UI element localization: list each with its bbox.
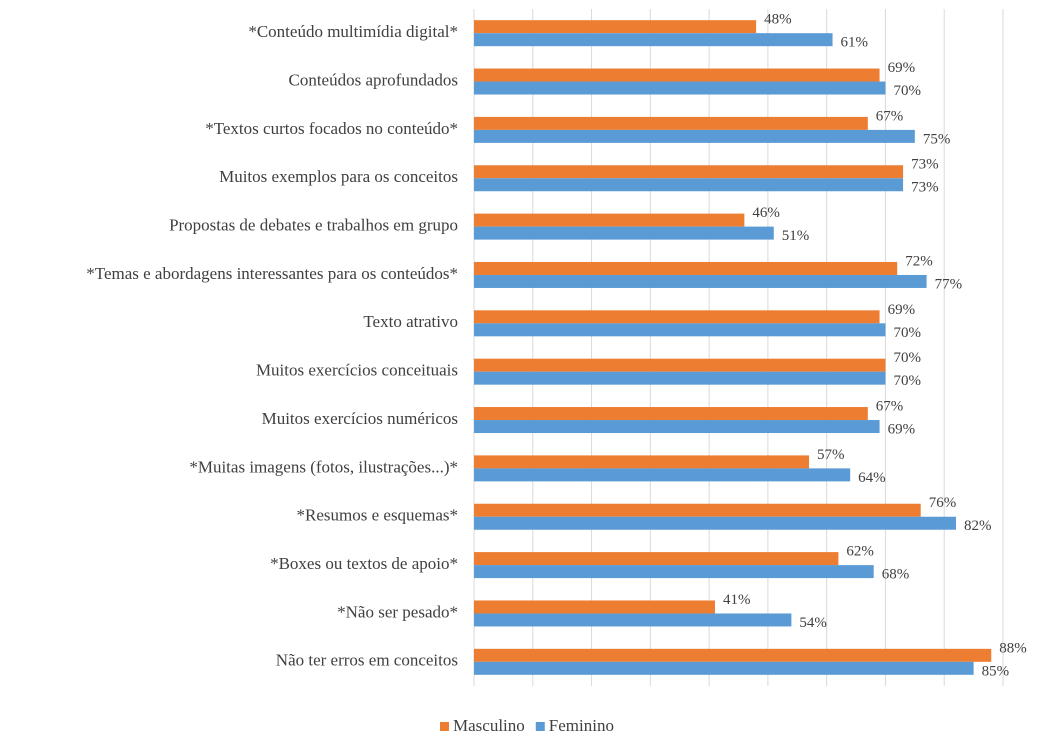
value-label: 70% — [893, 325, 921, 341]
bar — [474, 226, 774, 240]
category-label: *Muitas imagens (fotos, ilustrações...)* — [189, 457, 458, 476]
value-label: 69% — [888, 60, 916, 76]
value-label: 69% — [888, 421, 916, 437]
value-label: 73% — [911, 157, 939, 173]
bar — [474, 274, 927, 288]
value-label: 76% — [929, 495, 957, 511]
category-label: Muitos exemplos para os conceitos — [219, 167, 458, 186]
legend-swatch — [535, 722, 545, 731]
value-label: 41% — [723, 592, 751, 608]
category-label: *Conteúdo multimídia digital* — [248, 22, 458, 41]
value-label: 85% — [982, 663, 1010, 679]
value-label: 48% — [764, 12, 792, 28]
bar — [474, 407, 868, 421]
value-label: 69% — [888, 302, 916, 318]
bar — [474, 565, 874, 579]
category-label: Texto atrativo — [363, 312, 458, 331]
category-label: *Boxes ou textos de apoio* — [270, 554, 458, 573]
bar — [474, 468, 851, 482]
bar — [474, 648, 992, 662]
value-label: 70% — [893, 373, 921, 389]
bar — [474, 323, 886, 337]
value-label: 68% — [882, 567, 910, 583]
bar — [474, 20, 757, 34]
category-label: Não ter erros em conceitos — [276, 651, 458, 670]
bar — [474, 358, 886, 372]
bar — [474, 213, 745, 227]
bar — [474, 600, 715, 614]
value-label: 51% — [782, 228, 810, 244]
bar — [474, 116, 868, 130]
category-label: Propostas de debates e trabalhos em grup… — [169, 216, 458, 235]
bar — [474, 661, 974, 675]
bar — [474, 165, 904, 179]
value-label: 75% — [923, 131, 951, 147]
value-label: 61% — [841, 35, 869, 51]
value-label: 57% — [817, 447, 845, 463]
category-label: *Resumos e esquemas* — [297, 506, 458, 525]
bar — [474, 455, 810, 469]
bar — [474, 261, 898, 275]
value-label: 88% — [999, 640, 1026, 656]
value-label: 46% — [752, 205, 780, 221]
legend-swatch — [440, 722, 449, 731]
legend-label: Feminino — [549, 716, 614, 735]
bar — [474, 516, 956, 530]
category-label: *Textos curtos focados no conteúdo* — [205, 119, 458, 138]
value-label: 67% — [876, 108, 904, 124]
category-label: Conteúdos aprofundados — [288, 70, 458, 89]
value-label: 54% — [799, 615, 827, 631]
bar — [474, 81, 886, 95]
bar — [474, 503, 921, 517]
category-label: *Não ser pesado* — [337, 602, 458, 621]
value-label: 62% — [846, 544, 874, 560]
bar — [474, 420, 880, 434]
value-label: 82% — [964, 518, 992, 534]
bar — [474, 68, 880, 82]
bar — [474, 178, 904, 192]
value-label: 67% — [876, 398, 904, 414]
value-label: 73% — [911, 180, 939, 196]
bar — [474, 129, 915, 143]
value-label: 64% — [858, 470, 886, 486]
value-label: 70% — [893, 350, 921, 366]
legend-label: Masculino — [453, 716, 525, 735]
category-label: Muitos exercícios numéricos — [262, 409, 458, 428]
category-label: *Temas e abordagens interessantes para o… — [86, 264, 458, 283]
bar — [474, 613, 792, 627]
value-label: 77% — [935, 276, 963, 292]
bar — [474, 552, 839, 566]
bar — [474, 33, 833, 47]
category-label: Muitos exercícios conceituais — [256, 361, 458, 380]
value-label: 72% — [905, 253, 933, 269]
bar — [474, 371, 886, 385]
bar — [474, 310, 880, 324]
value-label: 70% — [893, 83, 921, 99]
